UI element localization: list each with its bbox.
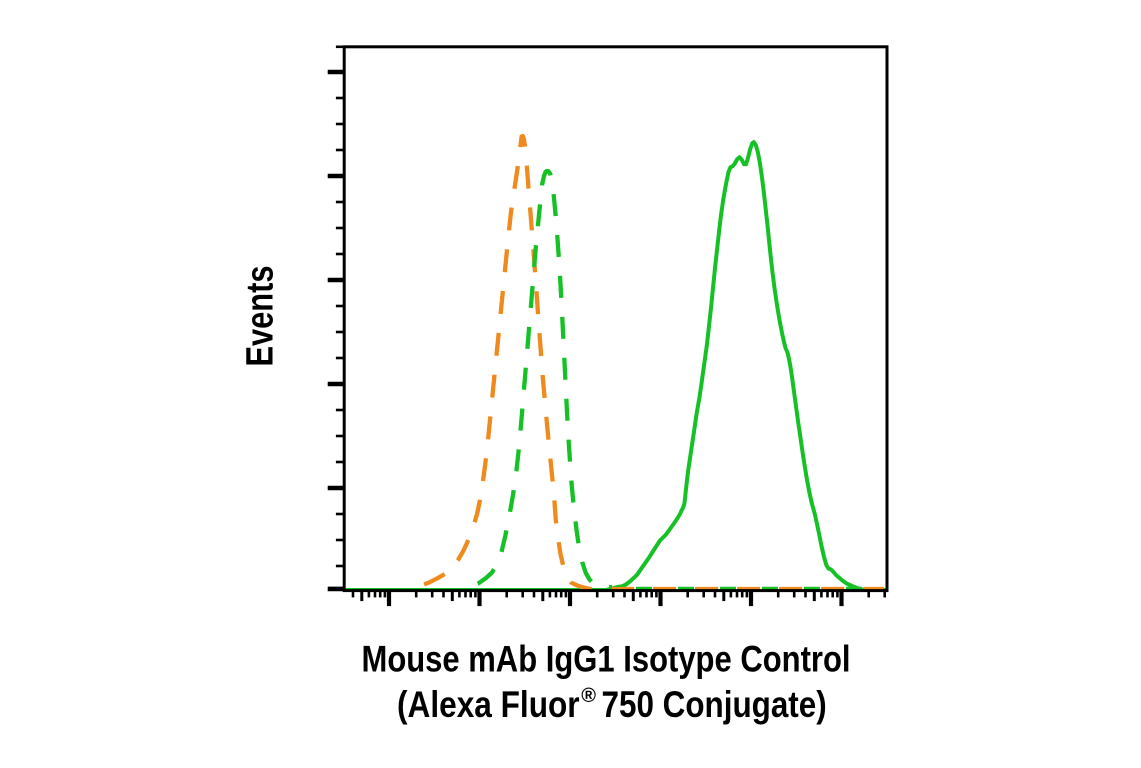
svg-text:750 Conjugate): 750 Conjugate) [602,684,827,725]
svg-text:®: ® [581,685,596,707]
svg-text:(Alexa Fluor: (Alexa Fluor [397,684,580,725]
svg-text:Mouse mAb IgG1 Isotype Control: Mouse mAb IgG1 Isotype Control [362,639,851,680]
svg-text:Events: Events [240,266,282,367]
